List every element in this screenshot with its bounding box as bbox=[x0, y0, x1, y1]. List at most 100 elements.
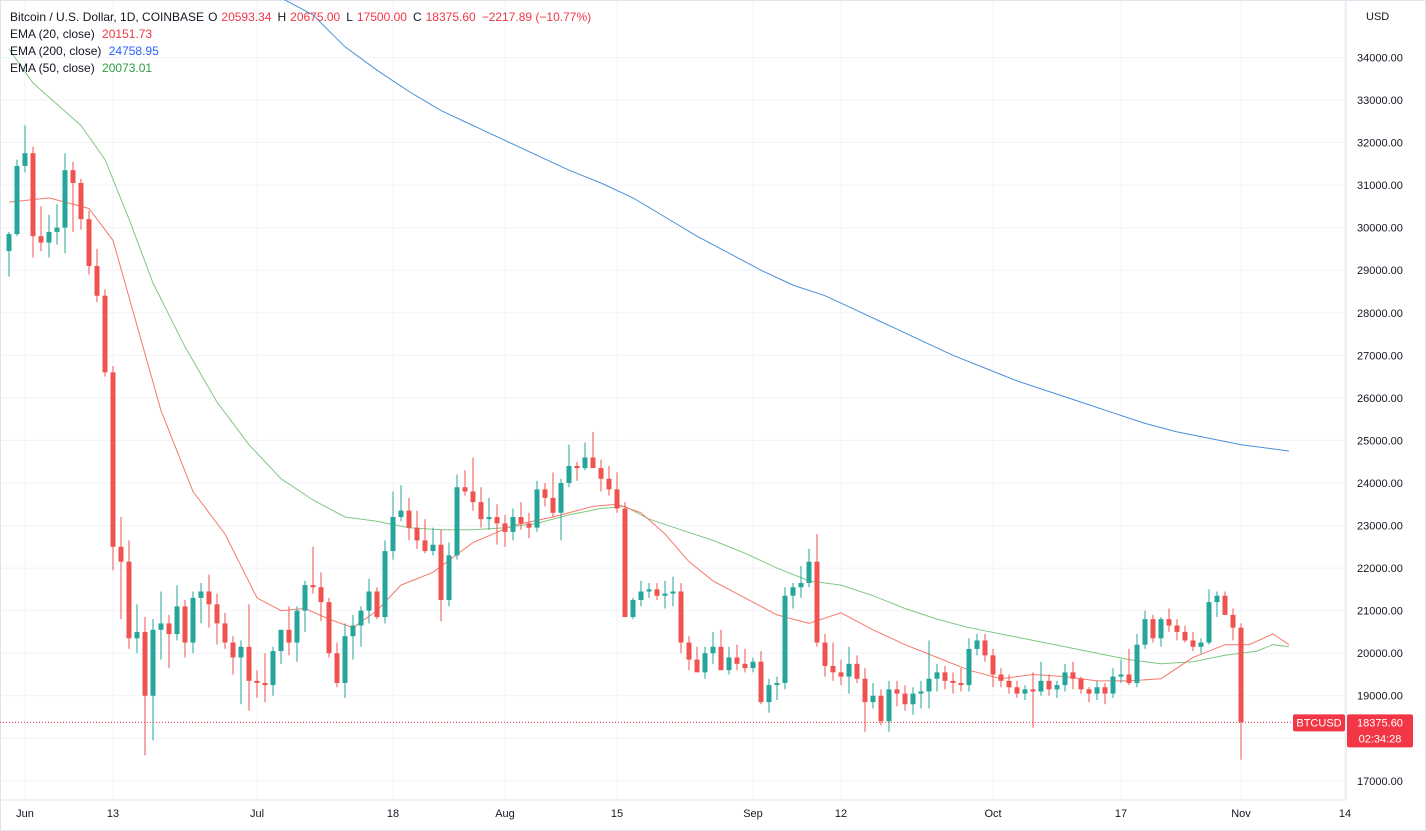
candle-body bbox=[1150, 619, 1156, 639]
y-tick-label: 32000.00 bbox=[1357, 138, 1403, 150]
ema20-value: 20151.73 bbox=[102, 27, 153, 41]
candle-body bbox=[862, 678, 868, 703]
candle-body bbox=[54, 227, 60, 232]
low-value: 17500.00 bbox=[356, 10, 407, 24]
ema50-legend-row[interactable]: EMA (50, close) 20073.01 bbox=[10, 60, 595, 77]
ema50-label: EMA (50, close) bbox=[10, 61, 95, 75]
candle-body bbox=[46, 231, 52, 243]
candle-body bbox=[182, 606, 188, 643]
candle-body bbox=[214, 604, 220, 624]
candle-body bbox=[1054, 685, 1060, 690]
candle-body bbox=[22, 153, 28, 166]
x-tick-label: 12 bbox=[835, 808, 847, 820]
currency-label: USD bbox=[1366, 11, 1389, 23]
candle-body bbox=[286, 629, 292, 643]
candle-body bbox=[486, 517, 492, 520]
candle-body bbox=[478, 502, 484, 520]
candle-body bbox=[1118, 674, 1124, 677]
candle-body bbox=[14, 165, 20, 235]
price-badge bbox=[1347, 714, 1413, 748]
candle-body bbox=[1182, 631, 1188, 641]
candle-body bbox=[1158, 619, 1164, 639]
candle-body bbox=[1190, 640, 1196, 647]
candle-body bbox=[278, 629, 284, 652]
candle-body bbox=[766, 685, 772, 703]
ema20-legend-row[interactable]: EMA (20, close) 20151.73 bbox=[10, 26, 595, 43]
candle-body bbox=[1230, 614, 1236, 628]
candle-body bbox=[662, 593, 668, 596]
open-value: 20593.34 bbox=[221, 10, 272, 24]
y-tick-label: 31000.00 bbox=[1357, 180, 1403, 192]
candle-body bbox=[1198, 642, 1204, 647]
candle-body bbox=[526, 523, 532, 528]
candle-body bbox=[302, 585, 308, 611]
change-value: −2217.89 (−10.77%) bbox=[481, 10, 592, 24]
candle-body bbox=[614, 489, 620, 509]
candle-body bbox=[582, 457, 588, 469]
x-tick-label: 17 bbox=[1115, 808, 1127, 820]
ema200-legend-row[interactable]: EMA (200, close) 24758.95 bbox=[10, 43, 595, 60]
candle-body bbox=[982, 640, 988, 656]
candle-body bbox=[1102, 687, 1108, 694]
high-value: 20675.00 bbox=[290, 10, 341, 24]
candle-body bbox=[966, 648, 972, 686]
candle-body bbox=[838, 672, 844, 677]
candle-body bbox=[630, 600, 636, 618]
low-label: L bbox=[346, 10, 353, 24]
y-tick-label: 17000.00 bbox=[1357, 776, 1403, 788]
candle-body bbox=[326, 602, 332, 654]
candle-body bbox=[350, 625, 356, 637]
y-tick-label: 33000.00 bbox=[1357, 95, 1403, 107]
candle-body bbox=[1174, 625, 1180, 632]
candle-body bbox=[750, 661, 756, 669]
candle-body bbox=[1206, 602, 1212, 643]
candle-body bbox=[174, 606, 180, 635]
candle-body bbox=[374, 591, 380, 618]
price-badge-countdown: 02:34:28 bbox=[1359, 733, 1402, 745]
candle-body bbox=[1214, 595, 1220, 603]
candle-body bbox=[510, 517, 516, 532]
candle-body bbox=[38, 236, 44, 243]
ema200-line bbox=[283, 0, 1290, 452]
candle-body bbox=[494, 517, 500, 524]
candle-body bbox=[518, 517, 524, 524]
candle-body bbox=[550, 497, 556, 513]
candle-body bbox=[198, 591, 204, 598]
symbol-title[interactable]: Bitcoin / U.S. Dollar, 1D, COINBASE bbox=[10, 10, 205, 24]
candle-body bbox=[654, 589, 660, 596]
candle-body bbox=[1030, 689, 1036, 692]
candle-body bbox=[294, 610, 300, 643]
candle-body bbox=[382, 551, 388, 618]
y-tick-label: 30000.00 bbox=[1357, 223, 1403, 235]
candle-body bbox=[390, 517, 396, 552]
y-tick-label: 19000.00 bbox=[1357, 691, 1403, 703]
candle-body bbox=[694, 659, 700, 673]
y-tick-label: 25000.00 bbox=[1357, 435, 1403, 447]
candle-body bbox=[894, 689, 900, 694]
candle-body bbox=[710, 646, 716, 654]
candle-body bbox=[230, 642, 236, 658]
x-tick-label: Sep bbox=[743, 808, 763, 820]
candle-body bbox=[1086, 689, 1092, 694]
candle-body bbox=[1062, 672, 1068, 686]
candle-body bbox=[622, 508, 628, 618]
candle-body bbox=[310, 585, 316, 588]
x-tick-label: Jul bbox=[250, 808, 264, 820]
candle-body bbox=[206, 591, 212, 605]
candle-body bbox=[70, 170, 76, 183]
candle-body bbox=[846, 663, 852, 677]
candle-body bbox=[566, 465, 572, 483]
candle-body bbox=[1078, 678, 1084, 690]
x-tick-label: 18 bbox=[387, 808, 399, 820]
candle-body bbox=[774, 682, 780, 686]
candle-body bbox=[782, 595, 788, 683]
y-tick-label: 27000.00 bbox=[1357, 350, 1403, 362]
y-tick-label: 23000.00 bbox=[1357, 521, 1403, 533]
y-tick-label: 24000.00 bbox=[1357, 478, 1403, 490]
candle-body bbox=[590, 457, 596, 469]
candle-body bbox=[142, 631, 148, 696]
ohlc-legend-row: Bitcoin / U.S. Dollar, 1D, COINBASE O 2059… bbox=[10, 9, 595, 26]
